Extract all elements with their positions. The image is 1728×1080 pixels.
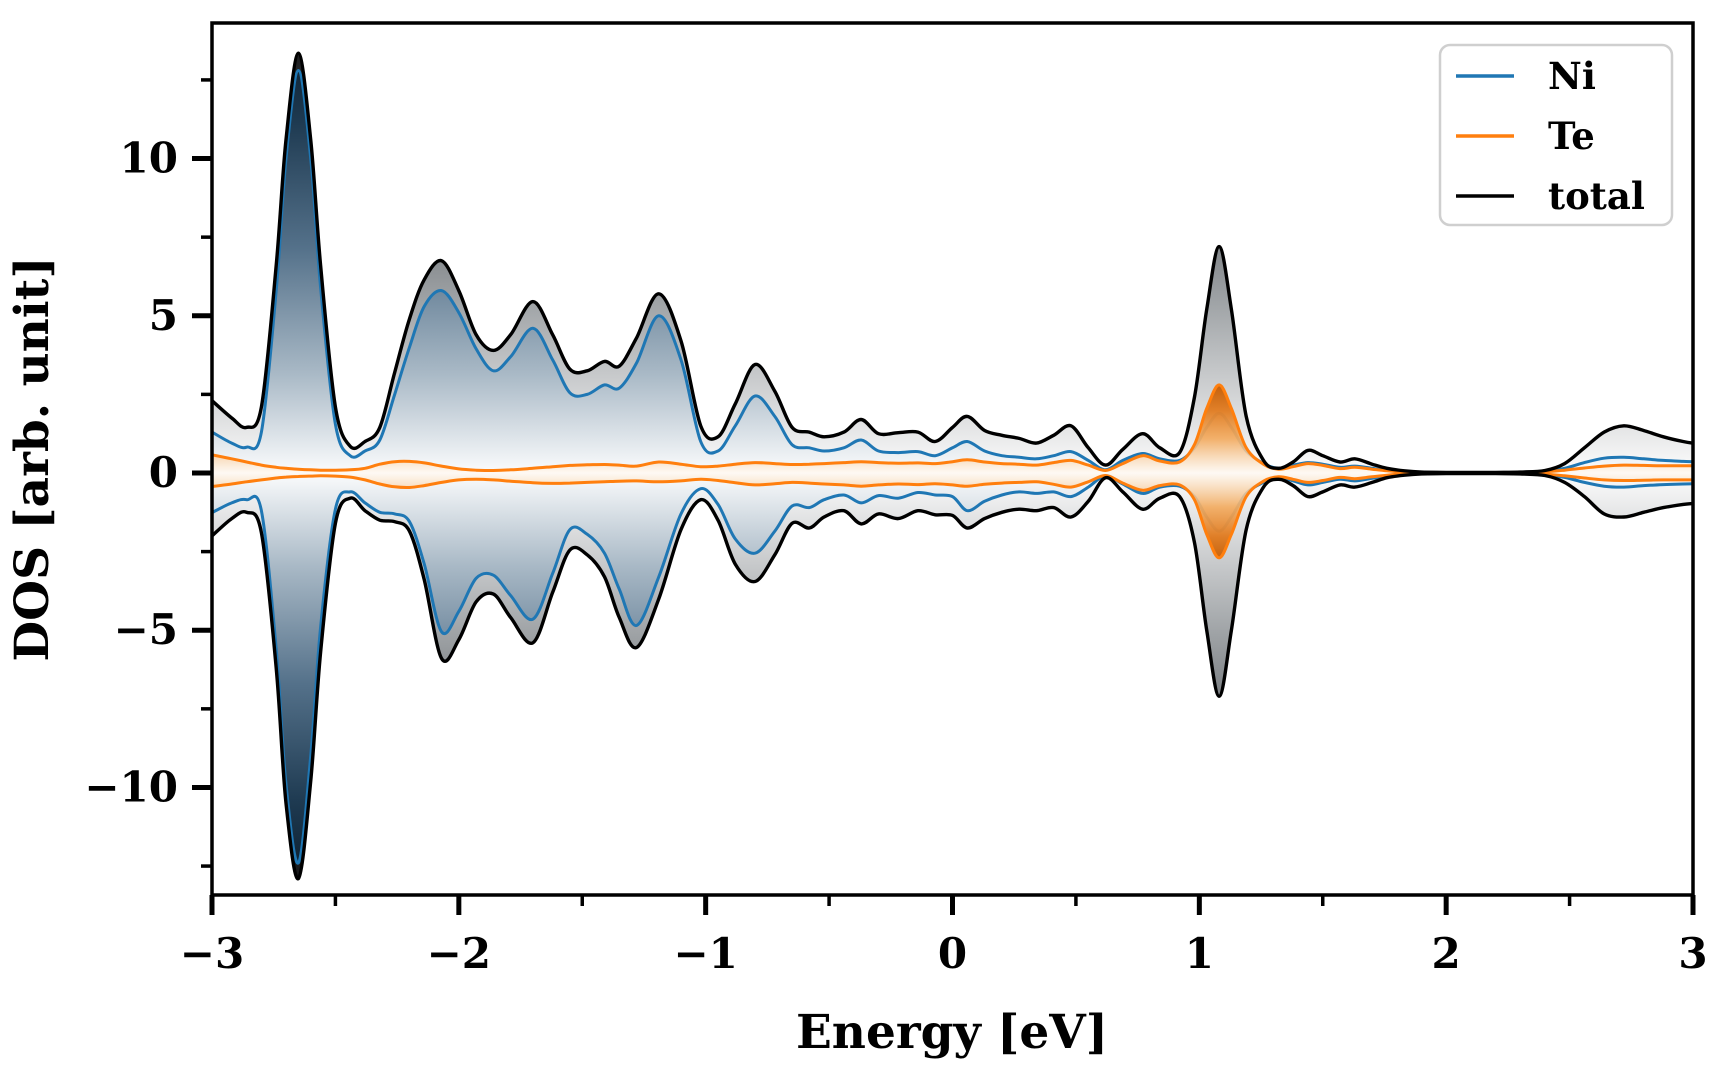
- x-axis-label: Energy [eV]: [796, 1005, 1108, 1060]
- legend-label-te: Te: [1548, 114, 1595, 158]
- x-tick-label: −1: [673, 929, 737, 978]
- legend-label-total: total: [1548, 174, 1645, 218]
- x-tick-label: 0: [938, 929, 967, 978]
- plot-area-layer: [212, 51, 1693, 881]
- axes-frame: [210, 21, 1695, 897]
- x-tick-label: 3: [1678, 929, 1707, 978]
- total-down-line: [212, 471, 1693, 881]
- y-axis-label: DOS [arb. unit]: [5, 256, 60, 661]
- y-tick-label: 10: [120, 134, 178, 183]
- legend-label-ni: Ni: [1548, 54, 1596, 98]
- y-tick-label: −10: [84, 762, 178, 811]
- y-tick-label: 5: [149, 291, 178, 340]
- x-tick-label: 1: [1185, 929, 1214, 978]
- x-tick-label: 2: [1432, 929, 1461, 978]
- ni-down-area: [212, 473, 1693, 864]
- y-tick-label: 0: [149, 448, 178, 497]
- x-tick-label: −3: [180, 929, 244, 978]
- legend: Ni Te total: [1438, 43, 1674, 227]
- x-tick-label: −2: [427, 929, 491, 978]
- legend-box: [1438, 43, 1674, 227]
- y-tick-label: −5: [114, 605, 178, 654]
- total-up-line: [212, 51, 1693, 475]
